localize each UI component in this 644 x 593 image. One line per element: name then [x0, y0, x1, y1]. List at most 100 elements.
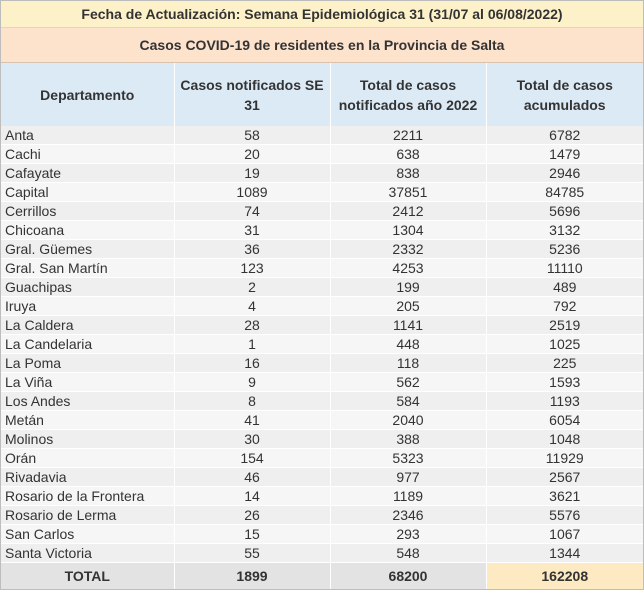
table-row: Cachi 20 638 1479 [1, 144, 643, 164]
cell-total-acumulados: 1593 [486, 372, 643, 392]
cell-total-acumulados: 1193 [486, 391, 643, 411]
cell-total-anio: 2040 [330, 410, 487, 430]
cell-total-anio: 2412 [330, 201, 487, 221]
cell-casos-se: 28 [174, 315, 331, 335]
table-row: La Caldera 28 1141 2519 [1, 315, 643, 335]
cell-total-anio: 293 [330, 524, 487, 544]
cell-departamento: Rivadavia [1, 467, 175, 487]
cell-departamento: Cerrillos [1, 201, 175, 221]
cell-departamento: Gral. Güemes [1, 239, 175, 259]
cell-departamento: Rosario de Lerma [1, 505, 175, 525]
cell-departamento: Rosario de la Frontera [1, 486, 175, 506]
table-row: Molinos 30 388 1048 [1, 429, 643, 449]
cell-total-acumulados: 489 [486, 277, 643, 297]
table-row: Metán 41 2040 6054 [1, 410, 643, 430]
total-year: 68200 [330, 562, 487, 589]
cell-casos-se: 15 [174, 524, 331, 544]
cell-casos-se: 9 [174, 372, 331, 392]
cell-total-acumulados: 1479 [486, 144, 643, 164]
cell-total-anio: 1304 [330, 220, 487, 240]
cell-departamento: La Poma [1, 353, 175, 373]
table-row: La Poma 16 118 225 [1, 353, 643, 373]
table-row: Iruya 4 205 792 [1, 296, 643, 316]
cell-departamento: Orán [1, 448, 175, 468]
cell-total-anio: 1141 [330, 315, 487, 335]
cell-total-anio: 562 [330, 372, 487, 392]
cell-casos-se: 1 [174, 334, 331, 354]
cell-total-acumulados: 2567 [486, 467, 643, 487]
cell-total-anio: 584 [330, 391, 487, 411]
cell-casos-se: 26 [174, 505, 331, 525]
cell-casos-se: 36 [174, 239, 331, 259]
cell-casos-se: 30 [174, 429, 331, 449]
cell-total-anio: 448 [330, 334, 487, 354]
cell-departamento: Chicoana [1, 220, 175, 240]
cell-total-anio: 5323 [330, 448, 487, 468]
cell-departamento: Santa Victoria [1, 543, 175, 563]
report-title: Casos COVID-19 de residentes en la Provi… [1, 28, 643, 63]
cell-casos-se: 31 [174, 220, 331, 240]
cell-total-acumulados: 792 [486, 296, 643, 316]
table-row: Cafayate 19 838 2946 [1, 163, 643, 183]
cases-table: Departamento Casos notificados SE 31 Tot… [1, 63, 643, 589]
table-row: Santa Victoria 55 548 1344 [1, 543, 643, 563]
cell-casos-se: 16 [174, 353, 331, 373]
cell-casos-se: 55 [174, 543, 331, 563]
total-accumulated: 162208 [486, 562, 643, 589]
table-body: Anta 58 2211 6782 Cachi 20 638 1479 Cafayate 19 83… [1, 126, 643, 563]
cell-total-acumulados: 6054 [486, 410, 643, 430]
cell-total-acumulados: 3132 [486, 220, 643, 240]
table-row: Guachipas 2 199 489 [1, 277, 643, 297]
cell-departamento: San Carlos [1, 524, 175, 544]
cell-total-acumulados: 5696 [486, 201, 643, 221]
column-header-total-anio: Total de casos notificados año 2022 [330, 63, 487, 126]
cell-total-anio: 388 [330, 429, 487, 449]
cell-casos-se: 2 [174, 277, 331, 297]
cell-total-acumulados: 11929 [486, 448, 643, 468]
total-se: 1899 [174, 562, 331, 589]
cell-casos-se: 46 [174, 467, 331, 487]
cell-total-acumulados: 1067 [486, 524, 643, 544]
cell-departamento: Guachipas [1, 277, 175, 297]
cell-total-anio: 838 [330, 163, 487, 183]
table-row: Cerrillos 74 2412 5696 [1, 201, 643, 221]
cell-casos-se: 14 [174, 486, 331, 506]
cell-total-anio: 2211 [330, 126, 487, 145]
table-row: La Candelaria 1 448 1025 [1, 334, 643, 354]
table-header: Departamento Casos notificados SE 31 Tot… [1, 63, 643, 126]
table-row: Los Andes 8 584 1193 [1, 391, 643, 411]
cell-total-anio: 118 [330, 353, 487, 373]
cell-total-anio: 1189 [330, 486, 487, 506]
cell-casos-se: 4 [174, 296, 331, 316]
cell-departamento: La Caldera [1, 315, 175, 335]
cell-casos-se: 19 [174, 163, 331, 183]
cell-departamento: Capital [1, 182, 175, 202]
cell-total-anio: 205 [330, 296, 487, 316]
table-row: Rosario de Lerma 26 2346 5576 [1, 505, 643, 525]
table-row: Gral. Güemes 36 2332 5236 [1, 239, 643, 259]
cell-casos-se: 154 [174, 448, 331, 468]
cell-total-acumulados: 6782 [486, 126, 643, 145]
cell-casos-se: 58 [174, 126, 331, 145]
cell-total-anio: 977 [330, 467, 487, 487]
cell-total-acumulados: 5236 [486, 239, 643, 259]
cell-casos-se: 74 [174, 201, 331, 221]
cell-casos-se: 8 [174, 391, 331, 411]
cell-casos-se: 1089 [174, 182, 331, 202]
cell-departamento: Iruya [1, 296, 175, 316]
table-row: Orán 154 5323 11929 [1, 448, 643, 468]
cell-departamento: Gral. San Martín [1, 258, 175, 278]
cell-departamento: Los Andes [1, 391, 175, 411]
cell-total-acumulados: 2519 [486, 315, 643, 335]
column-header-total-acumulados: Total de casos acumulados [486, 63, 643, 126]
cell-total-acumulados: 1344 [486, 543, 643, 563]
cell-total-anio: 37851 [330, 182, 487, 202]
cell-total-anio: 638 [330, 144, 487, 164]
cell-total-anio: 2332 [330, 239, 487, 259]
table-row: Capital 1089 37851 84785 [1, 182, 643, 202]
cell-departamento: Molinos [1, 429, 175, 449]
cell-departamento: Cafayate [1, 163, 175, 183]
cell-total-acumulados: 1025 [486, 334, 643, 354]
cell-departamento: Anta [1, 126, 175, 145]
